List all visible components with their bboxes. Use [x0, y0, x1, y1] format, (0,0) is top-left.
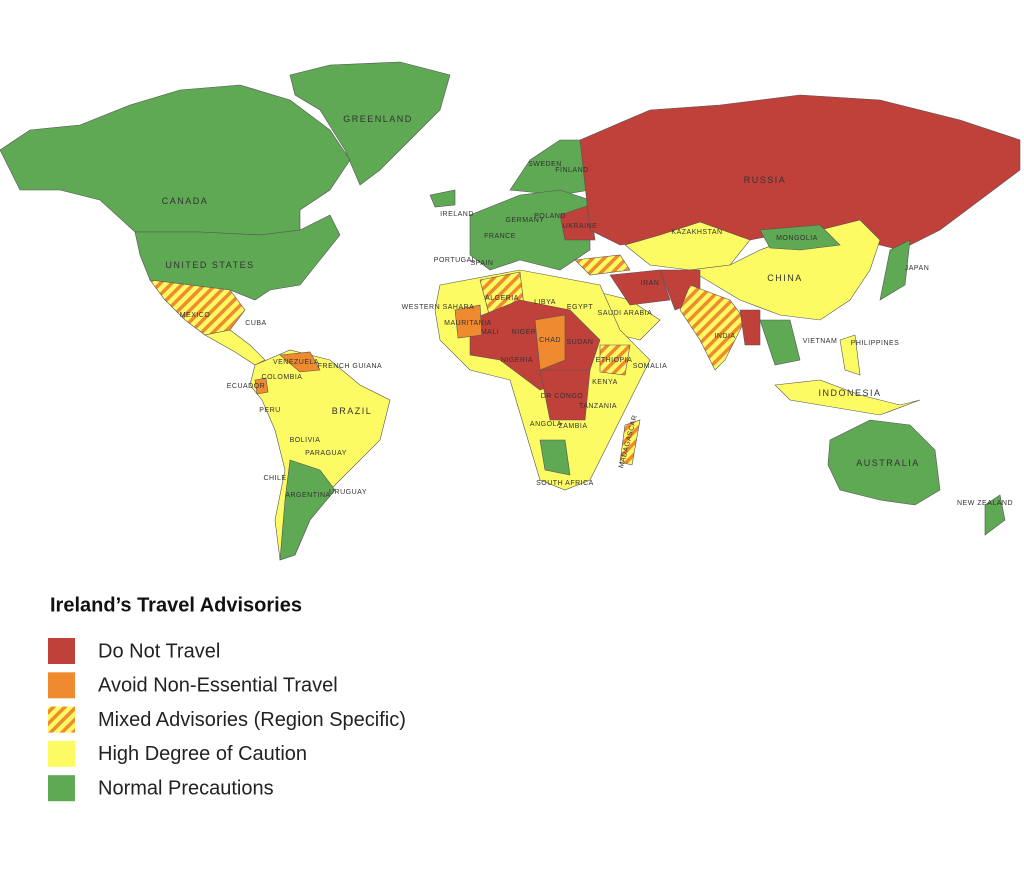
kazakhstan [624, 221, 751, 271]
country-label: ANGOLA [530, 421, 562, 428]
country-label: FRANCE [484, 233, 516, 240]
legend-title: Ireland’s Travel Advisories [50, 594, 302, 616]
ecuador [254, 377, 269, 395]
legend: Ireland’s Travel Advisories Do Not Trave… [48, 594, 406, 802]
country-label: PARAGUAY [305, 450, 347, 457]
country-label: IRAN [641, 280, 660, 287]
country-label: ETHIOPIA [596, 357, 633, 364]
indonesia [774, 379, 921, 416]
iran [609, 269, 671, 306]
australia [827, 419, 941, 506]
country-label: TANZANIA [579, 403, 617, 410]
dr-congo [539, 369, 591, 421]
legend-swatch [48, 672, 75, 699]
world-map [0, 61, 1021, 561]
country-label: SWEDEN [528, 161, 562, 168]
country-label: PERU [259, 407, 280, 414]
country-label: COLOMBIA [262, 374, 303, 381]
madagascar [619, 419, 641, 466]
country-label: ALGERIA [485, 295, 519, 302]
country-label: MONGOLIA [776, 235, 818, 242]
india [679, 284, 746, 371]
country-label: POLAND [534, 213, 566, 220]
turkey [574, 254, 631, 276]
country-label: JAPAN [905, 265, 930, 272]
canada [0, 84, 351, 236]
mongolia [759, 224, 841, 251]
country-label: SUDAN [566, 339, 593, 346]
legend-label: Normal Precautions [98, 777, 274, 799]
legend-label: Do Not Travel [98, 640, 220, 662]
legend-swatch [48, 638, 75, 664]
country-label: UKRAINE [563, 223, 598, 230]
country-label: CHAD [539, 337, 561, 344]
country-label: CUBA [245, 320, 266, 327]
chad [534, 314, 566, 371]
country-label: INDIA [714, 333, 735, 340]
myanmar [739, 309, 761, 346]
country-label: VIETNAM [803, 338, 838, 345]
legend-label: Mixed Advisories (Region Specific) [98, 709, 406, 731]
country-label: KENYA [592, 379, 618, 386]
country-label: ARGENTINA [285, 492, 330, 499]
country-label: KAZAKHSTAN [671, 229, 722, 236]
legend-swatch [48, 775, 75, 802]
country-label: SPAIN [471, 260, 494, 267]
legend-label: High Degree of Caution [98, 743, 307, 765]
country-label: WESTERN SAHARA [402, 304, 475, 311]
central-america [204, 329, 266, 366]
country-label: SOUTH AFRICA [536, 480, 594, 487]
country-label: ZAMBIA [558, 423, 587, 430]
country-label: URUGUAY [329, 489, 367, 496]
country-label: SAUDI ARABIA [598, 310, 653, 317]
country-label: PORTUGAL [434, 257, 476, 264]
ukraine [559, 204, 596, 241]
country-label: UNITED STATES [165, 260, 254, 270]
country-label: RUSSIA [744, 175, 787, 185]
country-label: FRENCH GUIANA [318, 363, 382, 370]
country-label: MAURITANIA [444, 320, 492, 327]
indochina [759, 319, 801, 366]
new-zealand [984, 494, 1006, 536]
legend-swatch [48, 706, 75, 733]
argentina [279, 459, 336, 561]
country-label: SOMALIA [633, 363, 668, 370]
country-labels: GREENLAND CANADA UNITED STATES RUSSIA KA… [162, 114, 1013, 507]
country-label: GERMANY [506, 217, 545, 224]
country-label: BOLIVIA [290, 437, 321, 444]
legend-swatch [48, 740, 75, 767]
country-label: FINLAND [555, 167, 588, 174]
country-label: ECUADOR [227, 383, 266, 390]
country-label: AUSTRALIA [856, 458, 920, 468]
country-label: CANADA [162, 196, 209, 206]
legend-label: Avoid Non-Essential Travel [98, 675, 338, 697]
country-label: CHILE [263, 475, 286, 482]
venezuela [279, 351, 321, 373]
southern-africa [539, 439, 571, 476]
country-label: EGYPT [567, 304, 593, 311]
country-label: VENEZUELA [273, 359, 319, 366]
country-label: BRAZIL [332, 406, 373, 416]
country-label: NEW ZEALAND [957, 500, 1013, 507]
country-label: CHINA [767, 273, 803, 283]
country-label: INDONESIA [818, 388, 881, 398]
philippines [839, 334, 861, 376]
country-label: NIGER [512, 329, 537, 336]
ethiopia [599, 344, 631, 376]
mauritania [454, 304, 483, 339]
country-label: MALI [481, 329, 499, 336]
legend-items: Do Not Travel Avoid Non-Essential Travel M… [48, 638, 406, 802]
country-label: PHILIPPINES [851, 340, 900, 347]
country-label: DR CONGO [541, 393, 584, 400]
country-label: IRELAND [440, 211, 474, 218]
country-label: LIBYA [534, 299, 556, 306]
country-label: GREENLAND [343, 114, 413, 124]
country-label: NIGERIA [501, 357, 533, 364]
japan [879, 239, 911, 301]
country-label: MEXICO [180, 312, 211, 319]
iceland [429, 189, 456, 208]
greenland [289, 61, 451, 186]
